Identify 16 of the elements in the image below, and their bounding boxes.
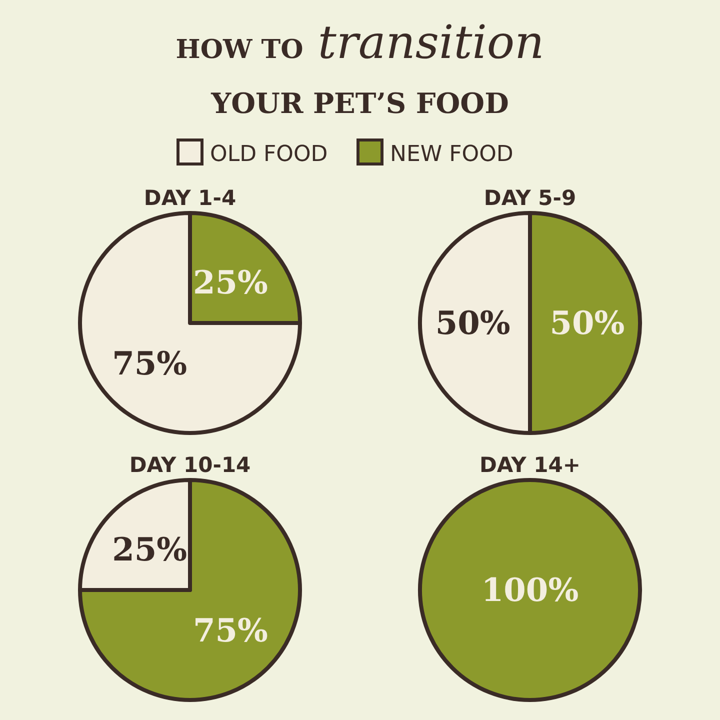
data-label: 50% — [550, 304, 625, 342]
data-label: 25% — [192, 264, 268, 302]
text: DAY 1-4 — [144, 186, 236, 210]
legend-label: OLD FOOD — [210, 142, 328, 167]
text: HOW TO transition YOUR PET’S FOOD — [176, 15, 544, 120]
legend-label: NEW FOOD — [390, 142, 514, 167]
data-label: 75% — [112, 344, 188, 382]
data-label: 75% — [192, 611, 268, 650]
pie-slice — [78, 478, 302, 702]
pie-slice — [78, 211, 302, 435]
data-label: 50% — [435, 304, 510, 342]
chart-title: DAY 14+ — [479, 453, 581, 477]
data-label: 100% — [481, 571, 579, 609]
chart-title: DAY 10-14 — [129, 453, 251, 477]
data-label: 25% — [112, 530, 188, 569]
chart-title: DAY 5-9 — [484, 186, 576, 210]
